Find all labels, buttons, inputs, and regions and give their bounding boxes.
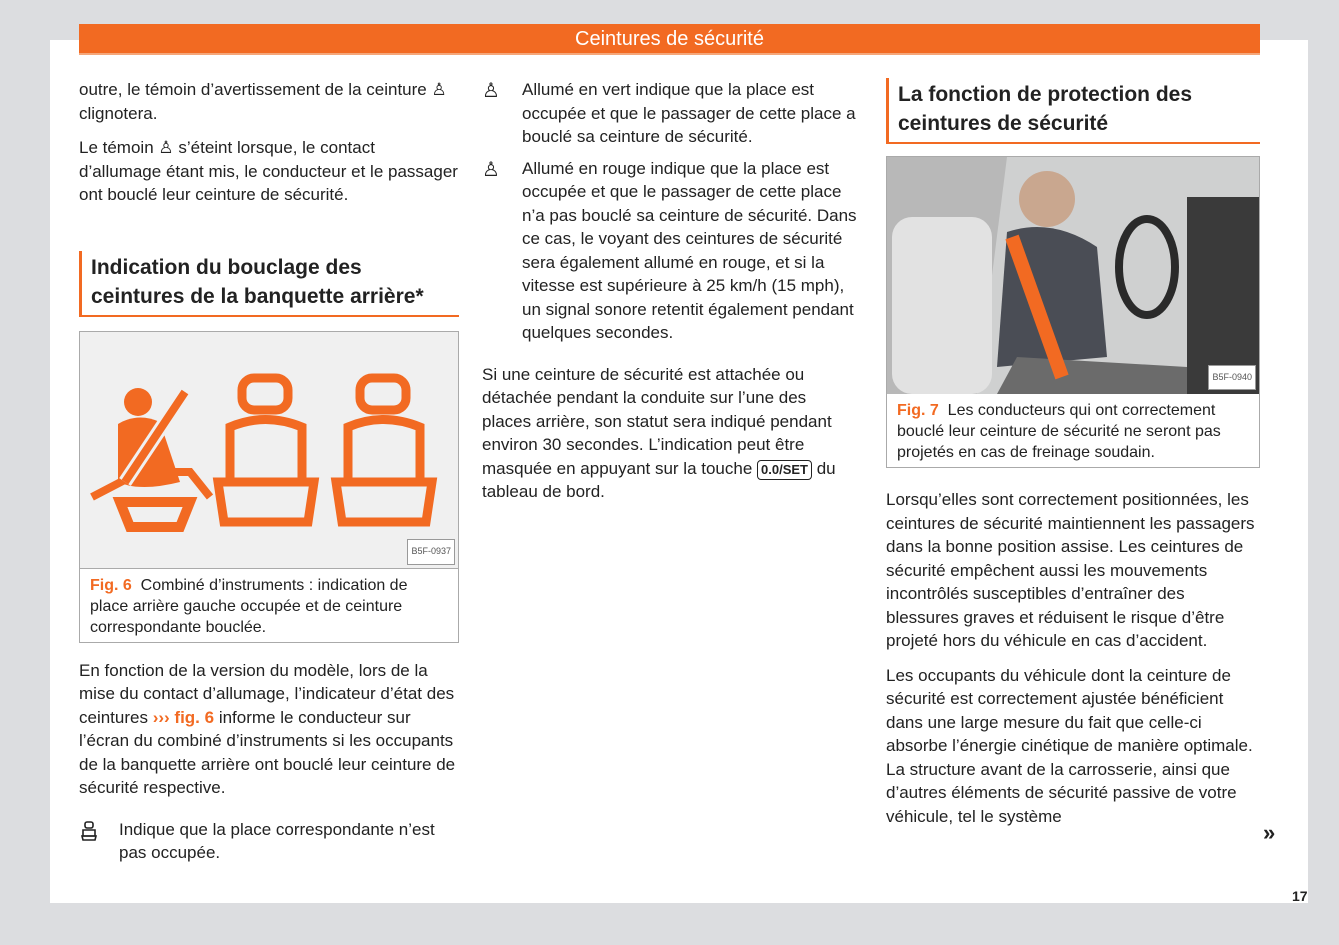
section-header: Ceintures de sécurité [79, 24, 1260, 55]
text: clignotera. [79, 103, 158, 123]
empty-seat-icon [80, 820, 98, 841]
item-text: Allumé en rouge indique que la place est… [522, 158, 857, 343]
text: Si une ceinture de sécurité est attachée… [482, 364, 832, 478]
text: Le témoin [79, 138, 159, 157]
seatbelt-fastened-icon: ♙ [482, 80, 500, 102]
legend-item: Indique que la place correspondante n’es… [79, 818, 459, 865]
item-text: Allumé en vert indique que la place est … [522, 80, 856, 146]
column-1: outre, le témoin d’avertissement de la c… [79, 78, 459, 873]
paragraph: En fonction de la version du modèle, lor… [79, 659, 459, 800]
text: En fonction de la version du modèle, lor… [79, 660, 455, 727]
figure-caption: Fig. 6 Combiné d’instruments : indicatio… [80, 569, 458, 642]
driver-photo [887, 157, 1259, 394]
column-3: La fonction de protection des ceintures … [886, 78, 1262, 839]
set-button-key: 0.0/SET [757, 459, 812, 480]
figure-7: B5F-0940 Fig. 7 Les conducteurs qui ont … [886, 156, 1260, 468]
rear-seat-status-icons [90, 373, 438, 532]
page-number: 17 [1292, 888, 1308, 904]
legend-item: ♙ Allumé en rouge indique que la place e… [482, 157, 860, 345]
paragraph: Si une ceinture de sécurité est attachée… [482, 363, 860, 504]
text: informe le conducteur sur l’écran du com… [79, 707, 456, 798]
seatbelt-icon: ♙ [431, 80, 447, 99]
figure-label: Fig. 6 [90, 576, 132, 594]
empty-seat-icon [212, 373, 320, 526]
paragraph: Le témoin ♙ s’éteint lorsque, le contact… [79, 136, 459, 207]
text: s’éteint lorsque, le contact d’allumage … [79, 138, 458, 204]
item-text: Indique que la place correspondante n’es… [119, 819, 435, 863]
empty-seat-icon [330, 373, 438, 526]
figure-code: B5F-0937 [407, 539, 455, 565]
text: outre, le témoin d’avertissement de la c… [79, 80, 432, 99]
figure-caption: Fig. 7 Les conducteurs qui ont correctem… [887, 394, 1259, 467]
caption-text: Les conducteurs qui ont correctement bou… [897, 402, 1221, 461]
continued-marker: » [1263, 820, 1276, 845]
figure-image: B5F-0937 [80, 331, 458, 569]
paragraph: Les occupants du véhicule dont la ceintu… [886, 665, 1253, 826]
legend-item: ♙ Allumé en vert indique que la place es… [482, 78, 860, 149]
section-heading: Indication du bouclage des ceintures de … [79, 250, 459, 317]
column-2: ♙ Allumé en vert indique que la place es… [482, 78, 860, 515]
figure-image: B5F-0940 [887, 157, 1259, 394]
figure-6: B5F-0937 Fig. 6 Combiné d’instruments : … [79, 330, 459, 643]
seatbelt-icon: ♙ [158, 138, 174, 157]
caption-text: Combiné d’instruments : indication de pl… [90, 576, 408, 636]
paragraph: outre, le témoin d’avertissement de la c… [79, 78, 459, 125]
paragraph: Lorsqu’elles sont correctement positionn… [886, 490, 1255, 650]
figure-label: Fig. 7 [897, 402, 939, 419]
seatbelt-warning-icon: ♙ [482, 158, 500, 181]
section-heading: La fonction de protection des ceintures … [886, 78, 1260, 144]
figure-link[interactable]: ››› fig. 6 [152, 707, 215, 727]
figure-code: B5F-0940 [1208, 364, 1256, 390]
text: du tableau de bord. [482, 458, 836, 502]
occupied-belted-seat-icon [90, 387, 214, 532]
